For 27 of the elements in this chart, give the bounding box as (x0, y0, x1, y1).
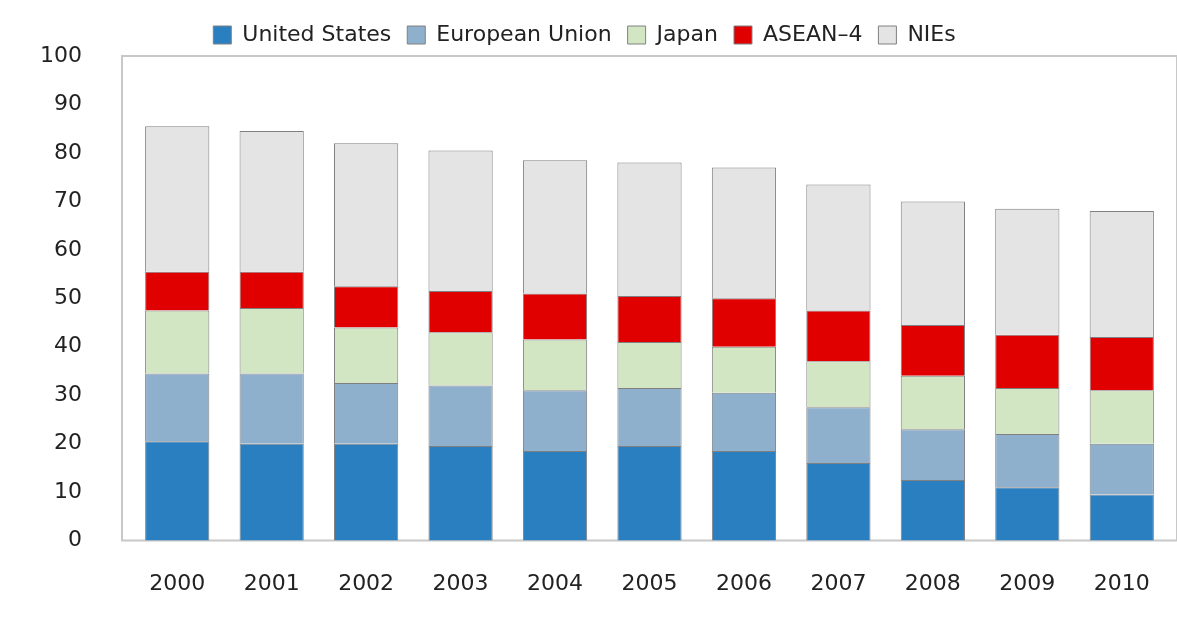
x-tick-label: 2009 (999, 569, 1056, 595)
x-tick-label: 2003 (432, 569, 489, 595)
legend-label: United States (242, 20, 392, 46)
x-tick-label: 2008 (904, 569, 961, 595)
x-tick-label: 2002 (338, 569, 395, 595)
legend-label: European Union (436, 20, 612, 46)
y-tick-label: 20 (53, 429, 82, 455)
y-tick-label: 100 (39, 41, 82, 67)
y-tick-label: 40 (53, 332, 82, 358)
x-tick-label: 2004 (527, 569, 584, 595)
y-tick-label: 50 (53, 284, 82, 310)
y-tick-label: 0 (67, 526, 82, 552)
x-tick-label: 2007 (810, 569, 867, 595)
y-tick-label: 90 (53, 90, 82, 116)
y-tick-label: 80 (53, 138, 82, 164)
legend-label: ASEAN–4 (762, 20, 863, 46)
y-tick-label: 30 (53, 380, 82, 406)
y-tick-label: 70 (53, 187, 82, 213)
x-tick-label: 2000 (149, 569, 206, 595)
x-tick-label: 2006 (715, 569, 772, 595)
x-tick-label: 2005 (621, 569, 678, 595)
y-tick-label: 10 (53, 477, 82, 503)
legend-label: NIEs (907, 20, 956, 46)
legend-label: Japan (654, 20, 718, 46)
y-tick-label: 60 (53, 235, 82, 261)
x-tick-label: 2010 (1093, 569, 1150, 595)
x-tick-label: 2001 (243, 569, 300, 595)
